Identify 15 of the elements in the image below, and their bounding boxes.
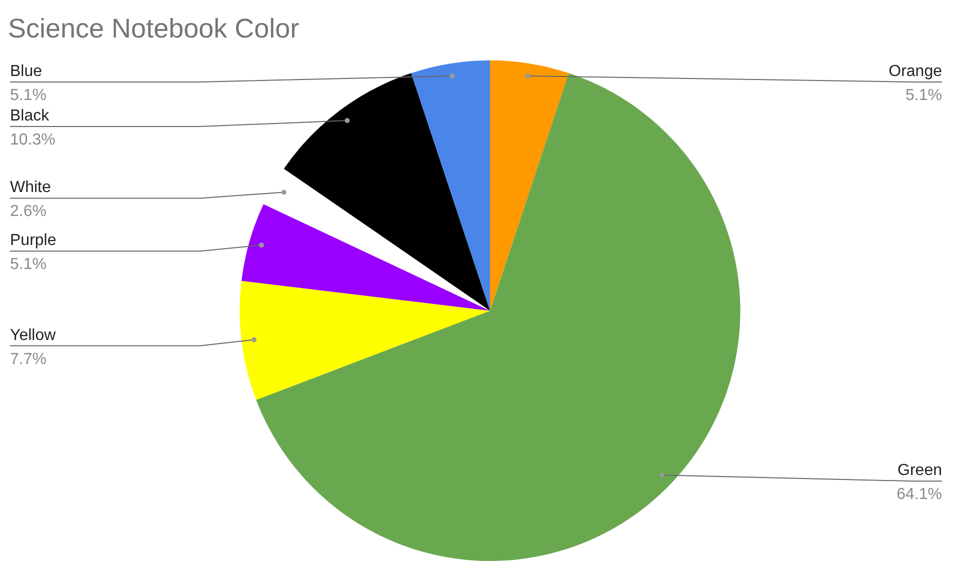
data-label: 64.1%	[896, 486, 942, 504]
slice-label: Purple	[10, 232, 56, 250]
slice-label: Yellow	[10, 326, 56, 344]
slice-label: Orange	[888, 62, 942, 80]
data-label: 5.1%	[10, 256, 46, 274]
chart-title: Science Notebook Color	[8, 14, 300, 44]
slice-label: Blue	[10, 62, 42, 80]
slice-label: White	[10, 179, 51, 196]
data-label: 5.1%	[906, 86, 942, 104]
slice-label: Green	[898, 462, 942, 480]
data-label: 5.1%	[10, 86, 46, 104]
data-label: 2.6%	[10, 203, 46, 220]
slice-label: Black	[10, 108, 50, 125]
data-label: 10.3%	[10, 132, 56, 149]
data-label: 7.7%	[10, 350, 46, 368]
